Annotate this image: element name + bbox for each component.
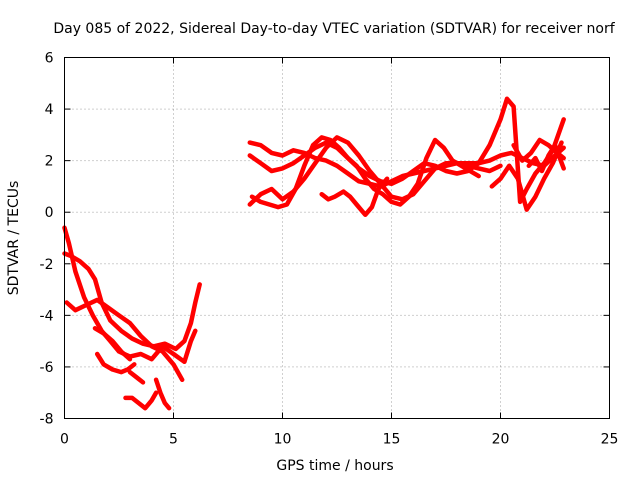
- series-arc-7: [153, 377, 172, 411]
- series-arc-6: [123, 390, 159, 411]
- x-tick-label: 15: [383, 432, 401, 448]
- x-tick-label: 5: [169, 432, 178, 448]
- y-tick-label: 2: [45, 154, 54, 170]
- y-tick-label: -4: [40, 308, 54, 324]
- x-tick-label: 0: [60, 432, 69, 448]
- chart-title: Day 085 of 2022, Sidereal Day-to-day VTE…: [53, 21, 615, 37]
- y-tick-label: 4: [45, 102, 54, 118]
- y-tick-label: 0: [45, 205, 54, 221]
- series-arc-2: [62, 225, 198, 365]
- x-tick-labels: 0 5 10 15 20 25: [60, 432, 618, 448]
- y-tick-label: -8: [40, 412, 54, 428]
- series-arc-3: [64, 297, 185, 383]
- y-axis-label: SDTVAR / TECUs: [6, 181, 22, 296]
- y-tick-label: -6: [40, 360, 54, 376]
- series-arc-12: [249, 135, 481, 210]
- series-arc-14: [489, 140, 564, 212]
- series-arc-4: [92, 326, 133, 362]
- series-arc-13: [319, 176, 390, 218]
- series-arc-1: [62, 251, 202, 352]
- plot-frame: [64, 57, 610, 419]
- y-tick-label: -2: [40, 257, 54, 273]
- x-tick-label: 25: [601, 432, 619, 448]
- x-tick-label: 20: [492, 432, 510, 448]
- series-arc-8: [127, 369, 146, 385]
- data-series-group: [62, 96, 566, 411]
- y-tick-labels: -8 -6 -4 -2 0 2 4 6: [40, 51, 54, 428]
- axis-ticks: [64, 57, 610, 419]
- y-tick-label: 6: [45, 51, 54, 67]
- x-tick-label: 10: [274, 432, 292, 448]
- series-arc-5: [94, 351, 137, 375]
- x-axis-label: GPS time / hours: [276, 458, 393, 474]
- grid-lines: [64, 57, 610, 419]
- series-arc-16: [526, 142, 566, 174]
